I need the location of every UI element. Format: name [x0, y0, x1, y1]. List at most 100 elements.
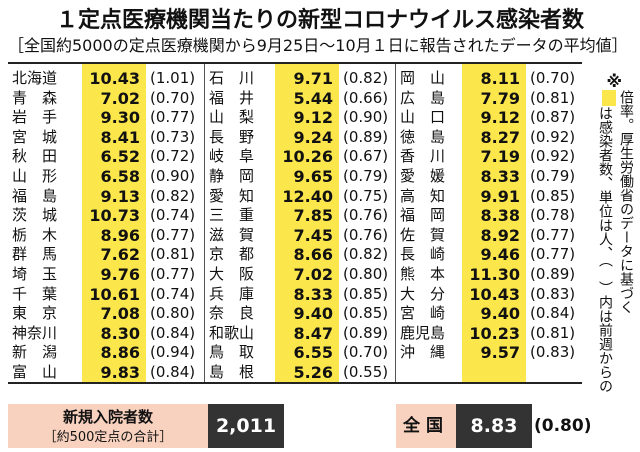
prefecture-name: 大 阪 [209, 265, 255, 283]
table-row: 千 葉 10.61 (0.74) [8, 284, 204, 305]
weekly-ratio: (0.84) [150, 363, 196, 381]
table-row: 群 馬 7.62 (0.81) [8, 244, 204, 265]
infection-rate: 7.79 [480, 88, 520, 108]
prefecture-name: 新 潟 [12, 343, 58, 362]
prefecture-name: 長 野 [209, 127, 255, 146]
infection-rate: 9.12 [480, 108, 520, 128]
weekly-ratio: (0.74) [150, 284, 196, 303]
weekly-ratio: (0.77) [150, 108, 196, 127]
table-row: 広 島 7.79 (0.81) [396, 88, 582, 109]
highlight-bar [462, 64, 526, 382]
prefecture-name: 神奈川 [12, 323, 58, 342]
infection-rate: 9.91 [480, 186, 520, 206]
infection-rate: 11.30 [469, 265, 520, 284]
infection-rate: 9.76 [100, 265, 140, 284]
infection-rate: 8.47 [293, 323, 333, 343]
table-row: 埼 玉 9.76 (0.77) [8, 264, 204, 285]
prefecture-name: 愛 知 [209, 186, 255, 205]
admissions-label-box: 新規入院者数 ［約500定点の合計］ [8, 404, 208, 448]
admissions-value: 2,011 [208, 404, 284, 448]
page-title: １定点医療機関当たりの新型コロナウイルス感染者数 [55, 8, 584, 33]
infection-rate: 7.08 [100, 304, 140, 324]
table-row: 山 梨 9.12 (0.90) [205, 107, 395, 128]
table-row: 茨 城 10.73 (0.74) [8, 205, 204, 226]
weekly-ratio: (0.66) [343, 88, 389, 107]
highlight-bar [82, 64, 146, 382]
infection-rate: 10.61 [89, 284, 140, 304]
table-row: 福 井 5.44 (0.66) [205, 88, 395, 109]
admissions-sublabel: ［約500定点の合計］ [43, 430, 173, 445]
prefecture-name: 岩 手 [12, 108, 58, 127]
infection-rate: 9.46 [480, 245, 520, 265]
prefecture-name: 鳥 取 [209, 343, 255, 362]
prefecture-name: 佐 賀 [400, 225, 446, 244]
infection-rate: 7.02 [293, 265, 333, 284]
infection-rate: 8.33 [480, 167, 520, 186]
infection-rate: 8.41 [100, 127, 140, 147]
table-column-1: 北海道 10.43 (1.01) 青 森 7.02 (0.70) 岩 手 9.30 (0.77)… [8, 64, 205, 382]
table-column-2: 石 川 9.71 (0.82) 福 井 5.44 (0.66) 山 梨 9.12 (0.90) 長… [205, 64, 396, 382]
weekly-ratio: (0.82) [150, 186, 196, 205]
weekly-ratio: (0.70) [150, 88, 196, 107]
prefecture-name: 奈 良 [209, 304, 255, 323]
weekly-ratio: (0.77) [530, 245, 576, 264]
infection-rate: 9.65 [293, 167, 333, 186]
prefecture-name: 富 山 [12, 363, 58, 381]
weekly-ratio: (0.82) [343, 245, 389, 264]
table-row: 大 分 10.43 (0.83) [396, 284, 582, 305]
infection-rate: 8.96 [100, 225, 140, 245]
weekly-ratio: (0.70) [343, 343, 389, 362]
weekly-ratio: (0.84) [150, 323, 196, 342]
prefecture-name: 和歌山 [209, 323, 255, 342]
weekly-ratio: (0.74) [150, 206, 196, 225]
weekly-ratio: (0.89) [343, 127, 389, 146]
infection-rate: 9.40 [480, 304, 520, 324]
infection-rate: 6.58 [100, 167, 140, 186]
infection-rate: 10.73 [89, 206, 140, 226]
table-row: 青 森 7.02 (0.70) [8, 88, 204, 109]
table-row: 秋 田 6.52 (0.72) [8, 146, 204, 167]
prefecture-name: 山 形 [12, 167, 58, 185]
infection-rate: 9.30 [100, 108, 140, 128]
national-rate: 8.83 [456, 404, 532, 448]
weekly-ratio: (0.81) [150, 245, 196, 264]
prefecture-name: 静 岡 [209, 167, 255, 185]
infection-rate: 9.57 [480, 343, 520, 363]
weekly-ratio: (0.80) [343, 265, 389, 283]
table-row: 三 重 7.85 (0.76) [205, 205, 395, 226]
table-row: 熊 本 11.30 (0.89) [396, 264, 582, 285]
table-row: 新 潟 8.86 (0.94) [8, 342, 204, 363]
prefecture-name: 福 岡 [400, 206, 446, 225]
weekly-ratio: (0.73) [150, 127, 196, 146]
table-row: 徳 島 8.27 (0.92) [396, 127, 582, 148]
weekly-ratio: (0.79) [343, 167, 389, 185]
weekly-ratio: (0.77) [150, 225, 196, 244]
weekly-ratio: (0.81) [530, 323, 576, 342]
prefecture-name: 福 島 [12, 186, 58, 205]
infection-rate: 9.24 [293, 127, 333, 147]
weekly-ratio: (0.77) [530, 225, 576, 244]
weekly-ratio: (0.76) [343, 225, 389, 244]
prefecture-name: 宮 城 [12, 127, 58, 146]
asterisk: ※ [606, 72, 622, 91]
national-prev: (0.80) [534, 416, 592, 436]
prefecture-name: 茨 城 [12, 206, 58, 225]
table-row: 京 都 8.66 (0.82) [205, 244, 395, 265]
national-label: 全国 [396, 404, 456, 448]
infection-rate: 5.26 [293, 363, 333, 382]
prefecture-name: 三 重 [209, 206, 255, 225]
prefecture-name: 群 馬 [12, 245, 58, 264]
table-row: 鹿児島 10.23 (0.81) [396, 323, 582, 344]
infection-rate: 8.38 [480, 206, 520, 226]
table-row: 福 島 9.13 (0.82) [8, 186, 204, 207]
infection-rate: 7.62 [100, 245, 140, 265]
prefecture-name: 山 口 [400, 108, 446, 127]
weekly-ratio: (0.89) [530, 265, 576, 283]
prefecture-name: 宮 崎 [400, 304, 446, 323]
prefecture-name: 岐 阜 [209, 147, 255, 166]
subtitle: ［全国約5000の定点医療機関から9月25日～10月１日に報告されたデータの平均… [8, 36, 628, 55]
weekly-ratio: (1.01) [150, 69, 196, 87]
infection-rate: 10.43 [89, 69, 140, 88]
table-row: 和歌山 8.47 (0.89) [205, 323, 395, 344]
infection-rate: 9.71 [293, 69, 333, 88]
